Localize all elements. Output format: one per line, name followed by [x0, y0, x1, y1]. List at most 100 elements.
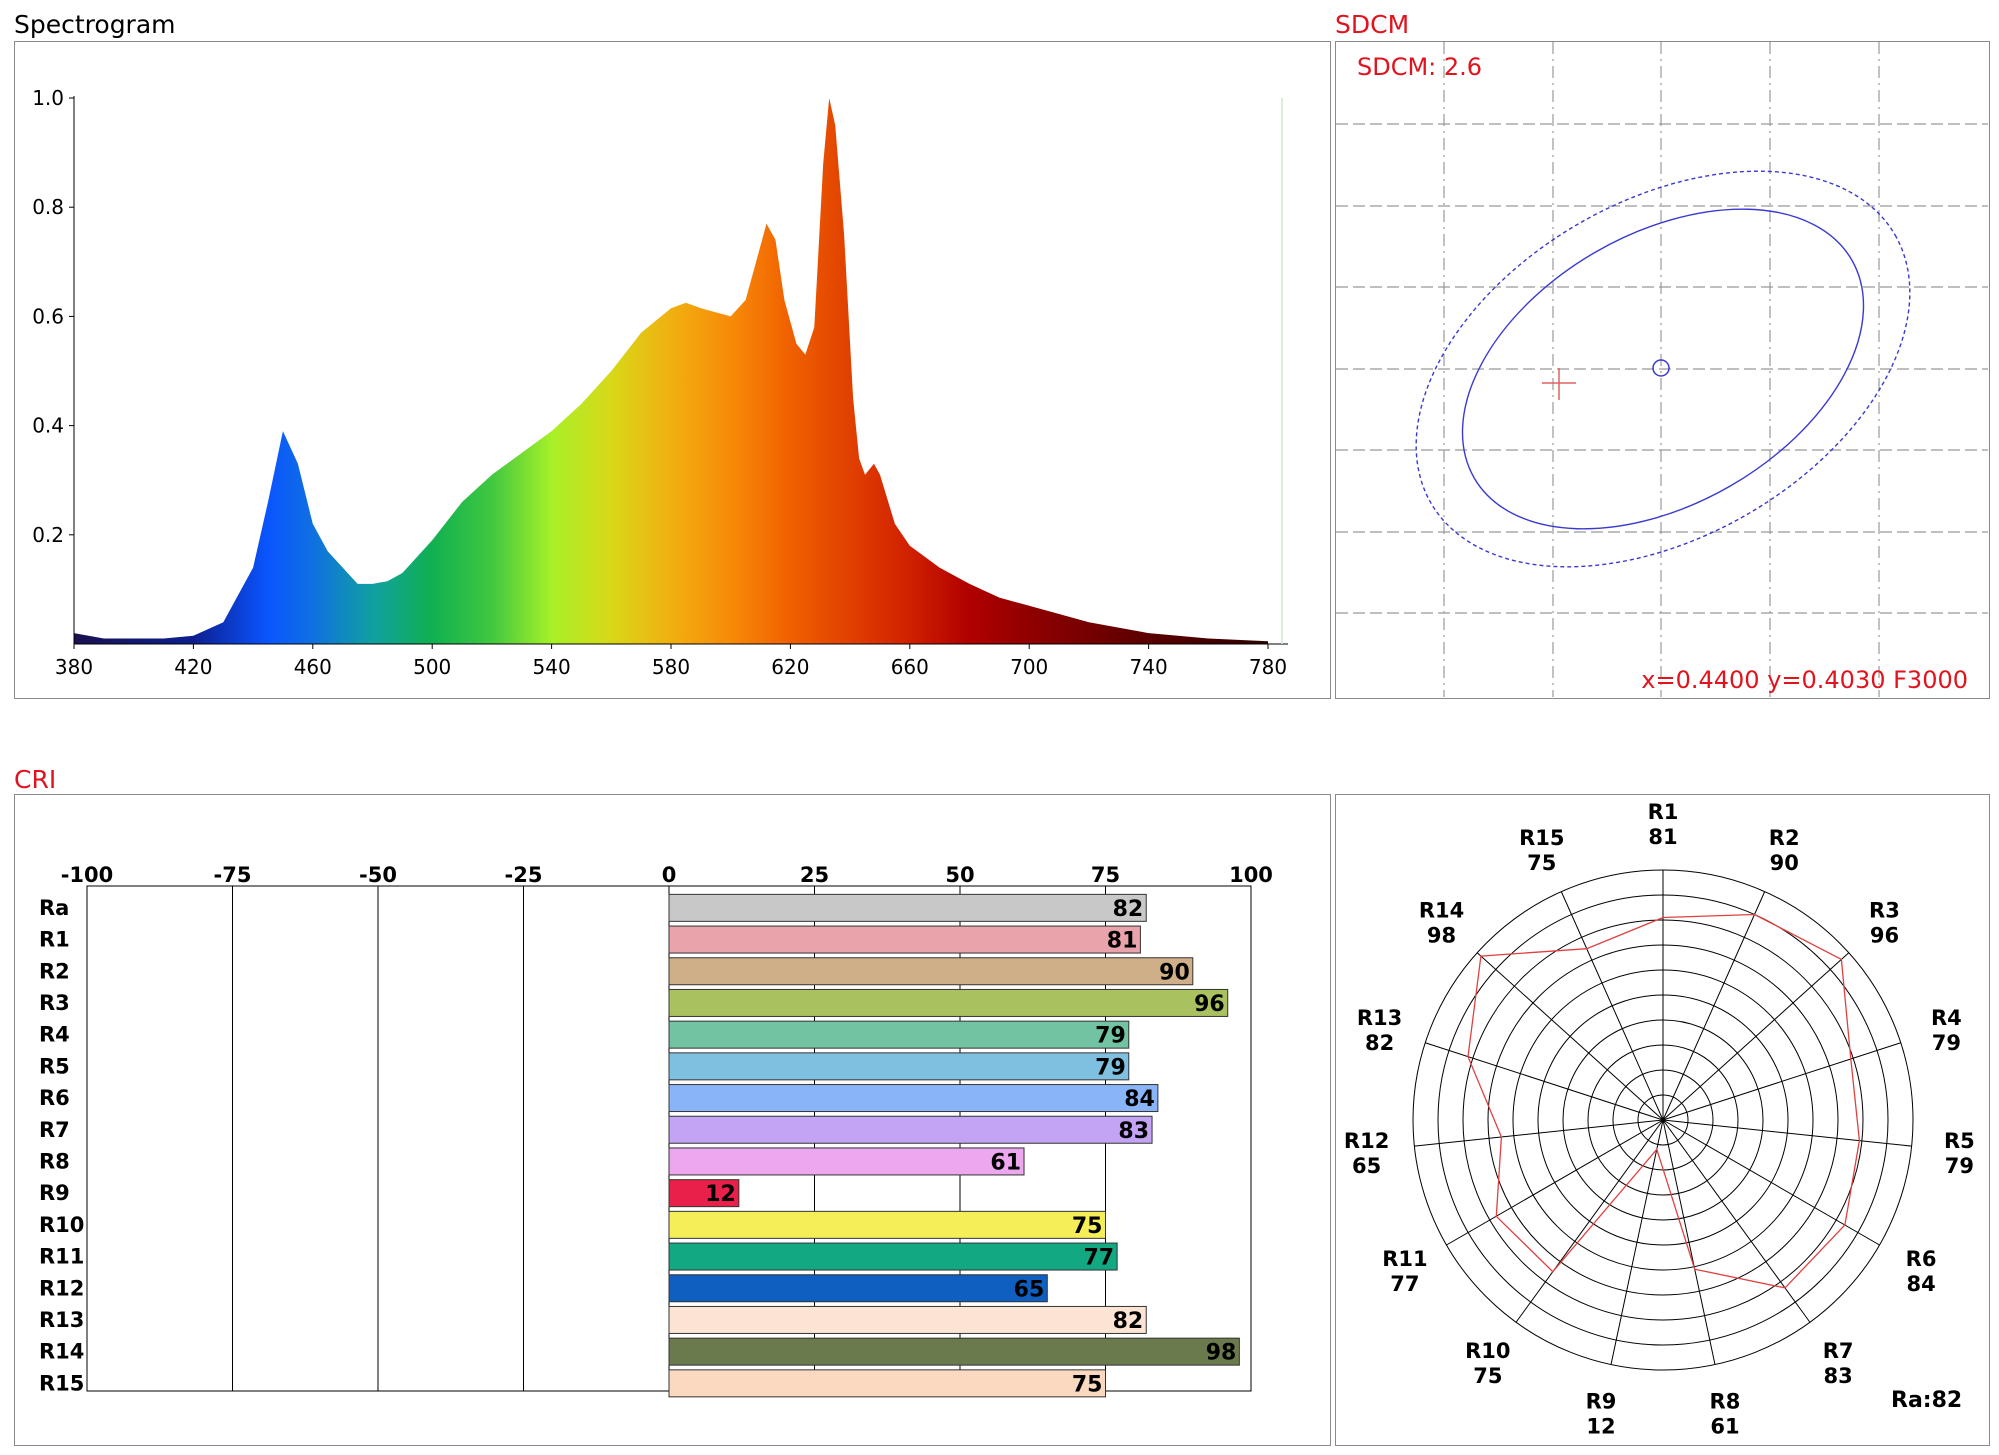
- polar-category-label: R5: [1944, 1129, 1975, 1153]
- cri-bar-value-label: 61: [990, 1150, 1021, 1175]
- polar-spoke: [1662, 1042, 1901, 1121]
- polar-value-label: 79: [1945, 1154, 1974, 1178]
- polar-value-label: 75: [1473, 1364, 1502, 1388]
- sdcm-value-label: SDCM: 2.6: [1357, 53, 1482, 81]
- polar-spoke: [1425, 1042, 1664, 1121]
- polar-spoke: [1446, 1119, 1664, 1246]
- sdcm-coords-label: x=0.4400 y=0.4030 F3000: [1641, 666, 1968, 694]
- cri-x-tick-label: 25: [800, 863, 829, 887]
- polar-value-label: 83: [1824, 1364, 1853, 1388]
- cri-bar-r13: [668, 1305, 1147, 1334]
- polar-category-label: R7: [1823, 1339, 1854, 1363]
- polar-category-label: R8: [1710, 1389, 1741, 1413]
- cri-bar-r8: [668, 1147, 1025, 1176]
- polar-value-label: 98: [1427, 924, 1456, 948]
- cri-category-label: R5: [39, 1054, 70, 1078]
- cri-bar-value-label: 12: [705, 1182, 736, 1207]
- spectrogram-panel: 380 420 460 500 540 580 620 660 700 740 780 0.2 0.4 0…: [14, 41, 1331, 699]
- cri-category-label: R14: [39, 1340, 84, 1364]
- spectrogram-x-tick-label: 420: [174, 655, 212, 679]
- cri-bar-r3: [668, 988, 1229, 1017]
- polar-category-label: R12: [1344, 1129, 1389, 1153]
- cri-x-tick-label: -75: [214, 863, 252, 887]
- cri-category-label: R8: [39, 1149, 70, 1173]
- polar-category-label: R10: [1465, 1339, 1510, 1363]
- polar-value-label: 79: [1932, 1031, 1961, 1055]
- spectrogram-x-tick-label: 460: [294, 655, 332, 679]
- cri-title: CRI: [14, 765, 57, 794]
- polar-value-label: 65: [1352, 1154, 1381, 1178]
- cri-category-label: R13: [39, 1308, 84, 1332]
- cri-bar-value-label: 79: [1095, 1024, 1126, 1049]
- cri-bar-value-label: 65: [1014, 1277, 1045, 1302]
- cri-bar-value-label: 98: [1206, 1341, 1237, 1366]
- cri-bar-value-label: 77: [1084, 1246, 1115, 1271]
- polar-spoke: [1662, 1119, 1912, 1147]
- polar-value-label: 84: [1906, 1272, 1935, 1296]
- polar-value-label: 75: [1527, 851, 1556, 875]
- polar-category-label: R14: [1419, 899, 1464, 923]
- cri-category-label: R1: [39, 928, 70, 952]
- polar-spoke: [1414, 1119, 1664, 1147]
- cri-bar-r7: [668, 1115, 1153, 1144]
- spectrogram-x-tick-label: 700: [1010, 655, 1048, 679]
- polar-spoke: [1515, 1119, 1664, 1323]
- polar-spoke: [1662, 891, 1766, 1121]
- cri-category-label: R12: [39, 1276, 84, 1300]
- spectrogram-y-tick-label: 0.4: [32, 414, 64, 438]
- sdcm-target-circle: [1652, 359, 1670, 377]
- cri-polar-panel: R1 81 R2 90 R3 96 R4 79 R5 79 R6 84 R7 83 R8 61 R9 12 R10 7…: [1335, 794, 1990, 1446]
- polar-spoke: [1610, 1119, 1664, 1365]
- cri-bar-value-label: 75: [1072, 1372, 1103, 1397]
- sdcm-chart: SDCM: 2.6 x=0.4400 y=0.4030 F3000: [1336, 42, 1988, 697]
- polar-value-label: 81: [1648, 825, 1677, 849]
- cri-bar-r11: [668, 1242, 1118, 1271]
- polar-category-label: R4: [1931, 1006, 1962, 1030]
- cri-bar-value-label: 82: [1113, 1309, 1144, 1334]
- spectrogram-chart: 380 420 460 500 540 580 620 660 700 740 780 0.2 0.4 0…: [32, 86, 1288, 679]
- cri-bar-value-label: 90: [1159, 960, 1190, 985]
- polar-spoke: [1662, 1119, 1880, 1246]
- cri-x-tick-label: -25: [505, 863, 543, 887]
- cri-category-label: R10: [39, 1213, 84, 1237]
- polar-category-label: R13: [1357, 1006, 1402, 1030]
- cri-bar-r14: [668, 1337, 1240, 1366]
- cri-bar-r9: [668, 1179, 740, 1208]
- polar-value-label: 96: [1870, 924, 1899, 948]
- cri-bar-r15: [668, 1369, 1106, 1398]
- spectrogram-x-tick-label: 500: [413, 655, 451, 679]
- polar-category-label: R1: [1648, 800, 1679, 824]
- polar-spoke: [1662, 952, 1850, 1121]
- cri-bar-value-label: 81: [1107, 929, 1138, 954]
- cri-category-label: R15: [39, 1371, 84, 1395]
- spectrogram-x-tick-label: 580: [652, 655, 690, 679]
- cri-x-tick-label: 0: [662, 863, 677, 887]
- cri-bar-value-label: 75: [1072, 1214, 1103, 1239]
- cri-x-tick-label: -50: [359, 863, 397, 887]
- cri-x-tick-label: -100: [61, 863, 114, 887]
- cri-bar-value-label: 83: [1118, 1119, 1149, 1144]
- polar-category-label: R11: [1382, 1247, 1427, 1271]
- cri-category-label: R3: [39, 991, 70, 1015]
- polar-category-label: R15: [1519, 826, 1564, 850]
- polar-value-label: 90: [1770, 851, 1799, 875]
- polar-category-label: R3: [1869, 899, 1900, 923]
- polar-category-label: R2: [1769, 826, 1800, 850]
- polar-category-label: R6: [1906, 1247, 1937, 1271]
- spectrogram-x-tick-label: 620: [771, 655, 809, 679]
- cri-bar-r2: [668, 957, 1194, 986]
- cri-bar-r10: [668, 1210, 1106, 1239]
- cri-category-label: R2: [39, 959, 70, 983]
- sdcm-inner-ellipse: [1461, 208, 1865, 530]
- polar-value-label: 12: [1586, 1414, 1615, 1438]
- polar-ra-label: Ra:82: [1891, 1388, 1962, 1413]
- sdcm-title: SDCM: [1335, 10, 1410, 39]
- polar-value-label: 77: [1390, 1272, 1419, 1296]
- spectrogram-y-tick-label: 0.6: [32, 304, 64, 328]
- spectrogram-x-tick-label: 380: [55, 655, 93, 679]
- cri-category-label: R4: [39, 1023, 70, 1047]
- cri-bar-value-label: 84: [1124, 1087, 1155, 1112]
- spectrogram-y-tick-label: 1.0: [32, 86, 64, 110]
- polar-value-label: 82: [1365, 1031, 1394, 1055]
- polar-category-label: R9: [1586, 1389, 1617, 1413]
